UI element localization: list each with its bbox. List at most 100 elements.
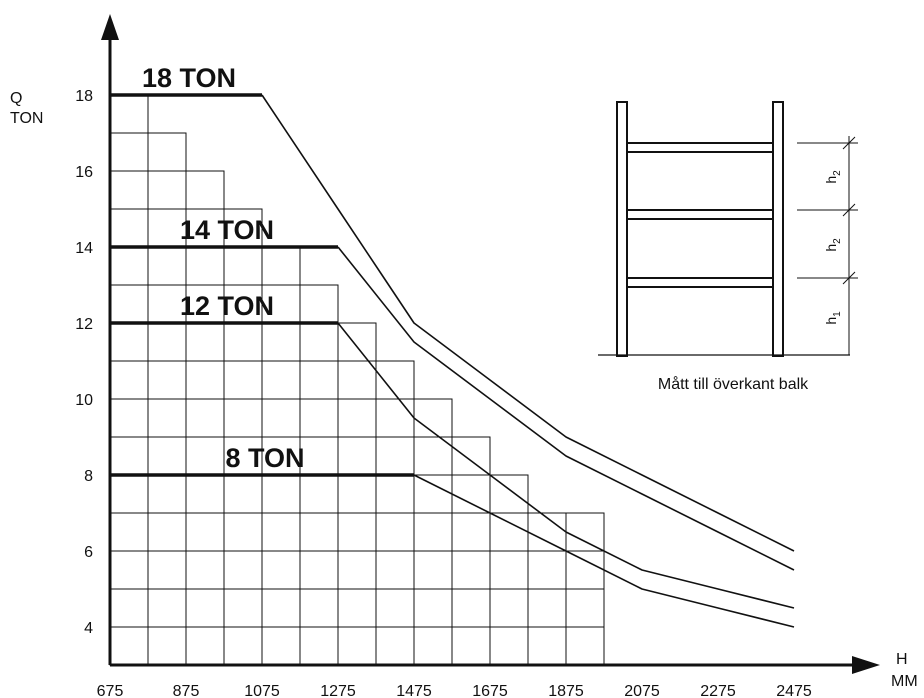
dimension-label-h2-lower: h2 [823,238,843,252]
grid-cell [413,626,453,666]
grid-cell [223,626,263,666]
grid-cell [185,474,225,514]
grid-cell [185,246,225,286]
diagram-caption: Mått till överkant balk [658,375,809,393]
grid-cell [185,322,225,362]
grid-cell [223,246,263,286]
grid-cell [109,132,149,172]
grid-cell [299,626,339,666]
grid-cell [147,436,187,476]
rack-post-left [616,101,628,357]
series-line [261,94,795,552]
grid-cell [375,550,415,590]
x-tick-label: 1675 [472,683,508,698]
series-label: 8 TON [225,443,304,473]
grid-cell [413,550,453,590]
x-tick-label: 1075 [244,683,280,698]
grid-cell [185,436,225,476]
grid-cell [375,512,415,552]
grid-cell [223,322,263,362]
x-tick-label: 1875 [548,683,584,698]
grid-cell [109,170,149,210]
grid-cell [375,588,415,628]
grid-cell [375,474,415,514]
grid-cell [185,550,225,590]
grid-cell [337,512,377,552]
grid-cell [527,588,567,628]
grid-cell [489,550,529,590]
grid-cell [413,474,453,514]
grid-cell [261,360,301,400]
grid-cell [565,588,605,628]
grid-cell [185,398,225,438]
y-tick-label: 4 [84,620,93,637]
series-labels: 18 TON 14 TON 12 TON 8 TON [142,63,305,473]
grid-cell [109,474,149,514]
grid-cell [375,398,415,438]
grid-cell [261,474,301,514]
x-tick-label: 675 [97,683,124,698]
x-tick-label: 1275 [320,683,356,698]
y-axis-unit: TON [10,110,43,127]
grid-cell [375,360,415,400]
grid-cell [147,398,187,438]
grid-cell [109,94,149,134]
grid-cell [565,550,605,590]
x-tick-label: 875 [173,683,200,698]
grid-cell [299,474,339,514]
series-line [337,246,795,571]
grid-cell [299,322,339,362]
x-axis-arrow [852,656,880,674]
grid-cell [147,322,187,362]
grid-cell [223,588,263,628]
grid-cell [527,626,567,666]
series-label: 18 TON [142,63,236,93]
grid-cell [109,322,149,362]
y-axis-title: Q [10,90,22,107]
grid-cell [147,474,187,514]
grid-cell [261,588,301,628]
y-tick-label: 8 [84,468,93,485]
y-axis-arrow [101,14,119,40]
grid-cell [299,398,339,438]
grid-cell [299,550,339,590]
grid-cell [413,588,453,628]
x-tick-label: 1475 [396,683,432,698]
y-tick-label: 12 [75,316,93,333]
grid-cell [223,398,263,438]
grid-cell [451,588,491,628]
grid-cell [337,398,377,438]
grid-cell [109,398,149,438]
grid-cell [299,360,339,400]
dimension-tick-3 [842,271,856,285]
dimension-label-h1: h1 [823,311,843,325]
x-tick-label: 2275 [700,683,736,698]
series-label: 12 TON [180,291,274,321]
grid-cell [261,626,301,666]
grid-cell [109,246,149,286]
grid-cell [565,626,605,666]
grid-cell [375,626,415,666]
grid-cell [223,550,263,590]
grid-cell [337,360,377,400]
grid-cell [413,512,453,552]
grid-cell [223,474,263,514]
axes [101,14,880,674]
y-tick-label: 16 [75,164,93,181]
grid-cell [109,208,149,248]
grid-cell [299,588,339,628]
grid-cell [451,436,491,476]
grid-cell [147,626,187,666]
x-axis-unit: MM [891,673,918,690]
grid-cell [489,512,529,552]
grid-cell [223,360,263,400]
grid-cell [489,474,529,514]
y-tick-label: 6 [84,544,93,561]
x-tick-label: 2475 [776,683,812,698]
grid-cell [185,360,225,400]
grid-cell [147,246,187,286]
grid-cell [299,512,339,552]
series-line [413,474,795,628]
grid-cell [261,246,301,286]
